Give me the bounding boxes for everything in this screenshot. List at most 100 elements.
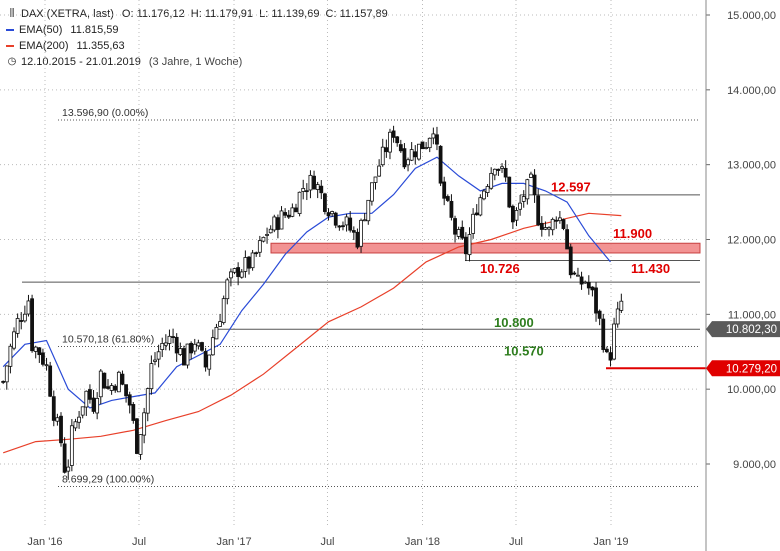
axes: 15.000,00 14.000,00 13.000,00 12.000,00 11.0… bbox=[27, 0, 780, 551]
ema200-line bbox=[3, 212, 622, 454]
candle-body bbox=[424, 147, 429, 149]
candle-body bbox=[62, 443, 67, 473]
candle-body bbox=[388, 131, 392, 153]
candle-body bbox=[590, 286, 595, 291]
candle-body bbox=[366, 199, 371, 222]
candle-body bbox=[77, 416, 81, 423]
candle-body bbox=[59, 415, 63, 444]
legend-ema200-label: EMA(200) bbox=[19, 40, 69, 52]
candle-body bbox=[41, 352, 45, 365]
candle-body bbox=[106, 386, 110, 389]
legend-date-range: 12.10.2015 - 21.01.2019 bbox=[21, 56, 141, 68]
candle-body bbox=[348, 217, 353, 231]
candle-body bbox=[80, 406, 85, 416]
y-tick-label: 11.000,00 bbox=[728, 309, 776, 321]
candle-body bbox=[557, 217, 562, 222]
candle-body bbox=[435, 134, 439, 145]
candle-body bbox=[601, 318, 606, 350]
candle-body bbox=[236, 267, 241, 277]
candle-body bbox=[500, 166, 504, 169]
candle-body bbox=[156, 351, 161, 360]
legend-symbol: DAX (XETRA, last) bbox=[21, 8, 114, 20]
candle-body bbox=[225, 279, 230, 300]
grid bbox=[0, 0, 700, 528]
candle-body bbox=[30, 298, 34, 352]
candle-body bbox=[615, 308, 620, 325]
candle-body bbox=[153, 359, 157, 362]
price-tag-label-0: 10.802,30 bbox=[726, 324, 777, 336]
candle-body bbox=[460, 226, 465, 239]
y-tick-label: 12.000,00 bbox=[727, 235, 776, 247]
candle-body bbox=[521, 196, 526, 202]
candle-body bbox=[427, 137, 432, 149]
candle-body bbox=[323, 193, 327, 212]
candle-body bbox=[44, 364, 49, 367]
candle-body bbox=[73, 421, 78, 429]
x-tick-label: Jan '19 bbox=[593, 536, 628, 548]
candle-body bbox=[380, 146, 385, 166]
candle-body bbox=[337, 225, 342, 228]
candle-body bbox=[304, 190, 309, 193]
candle-body bbox=[608, 352, 613, 361]
candle-body bbox=[167, 335, 172, 344]
legend-ema50-row: EMA(50) 11.815,59 bbox=[6, 22, 388, 38]
candle-body bbox=[597, 310, 602, 319]
levels bbox=[22, 119, 706, 488]
candle-body bbox=[185, 343, 190, 366]
candle-body bbox=[243, 257, 248, 272]
candle-body bbox=[406, 159, 410, 166]
candle-body bbox=[416, 143, 421, 160]
candle-body bbox=[135, 418, 139, 454]
candle-body bbox=[1, 381, 6, 383]
candle-body bbox=[510, 205, 515, 223]
candle-body bbox=[518, 202, 523, 210]
candles bbox=[1, 125, 624, 480]
candle-body bbox=[192, 343, 197, 352]
candle-body bbox=[482, 190, 486, 200]
candle-body bbox=[355, 231, 360, 248]
candle-body bbox=[391, 130, 396, 138]
candle-body bbox=[489, 172, 494, 189]
candle-body bbox=[221, 298, 226, 323]
candle-body bbox=[84, 390, 89, 408]
price-tag-1 bbox=[706, 360, 780, 377]
candle-body bbox=[232, 268, 237, 273]
candle-body bbox=[22, 313, 27, 322]
candle-body bbox=[583, 281, 588, 284]
candle-body bbox=[377, 165, 382, 177]
candle-body bbox=[572, 272, 577, 275]
chart-legend: ⫼ DAX (XETRA, last) O: 11.176,12 H: 11.1… bbox=[6, 6, 388, 70]
candle-body bbox=[409, 149, 414, 161]
candle-body bbox=[265, 233, 269, 236]
candle-body bbox=[8, 345, 13, 367]
candle-body bbox=[257, 240, 262, 253]
candle-body bbox=[69, 425, 74, 466]
candle-body bbox=[420, 141, 425, 150]
candle-body bbox=[467, 234, 472, 256]
candle-body bbox=[268, 228, 273, 234]
annotations: 13.596,90 (0.00%) 10.570,18 (61.80%) 8.699… bbox=[62, 107, 670, 486]
y-tick-label: 15.000,00 bbox=[727, 10, 776, 22]
candle-body bbox=[330, 211, 335, 215]
candle-body bbox=[297, 191, 302, 215]
y-tick-label: 10.000,00 bbox=[727, 384, 776, 396]
candle-body bbox=[453, 218, 457, 235]
candle-body bbox=[66, 466, 71, 472]
candle-body bbox=[619, 300, 624, 311]
candle-body bbox=[612, 323, 616, 360]
candle-body bbox=[127, 394, 132, 406]
label-10570: 10.570 bbox=[504, 343, 544, 358]
candle-body bbox=[456, 229, 461, 237]
candle-body bbox=[604, 348, 609, 353]
candle-body bbox=[532, 174, 537, 196]
candle-body bbox=[196, 342, 201, 347]
candle-body bbox=[319, 185, 324, 194]
fib-label: 13.596,90 (0.00%) bbox=[62, 107, 148, 119]
candle-body bbox=[351, 230, 356, 233]
candle-body bbox=[149, 363, 154, 390]
candle-body bbox=[214, 327, 219, 340]
candle-body bbox=[341, 225, 345, 228]
candle-body bbox=[308, 174, 313, 191]
candle-body bbox=[37, 347, 42, 356]
candle-body bbox=[138, 434, 143, 455]
